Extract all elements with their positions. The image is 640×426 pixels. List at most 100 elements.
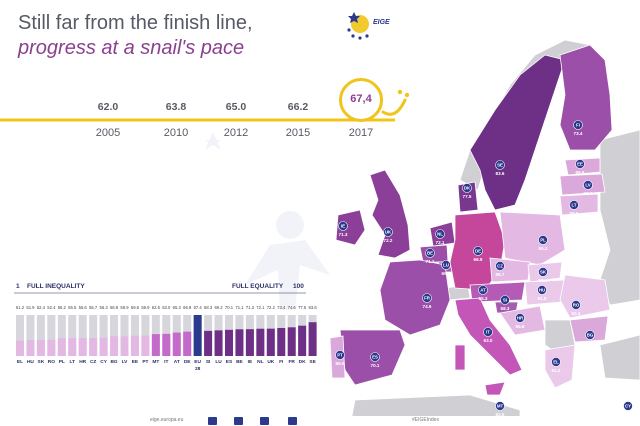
title-line-2: progress at a snail's pace xyxy=(18,37,245,59)
map-marker-fr xyxy=(422,293,432,303)
bar-track-pl xyxy=(57,315,66,356)
map-IE xyxy=(335,209,366,246)
bar-track-hr xyxy=(78,315,87,356)
map-value-it: 63.0 xyxy=(484,338,493,343)
map-code-dk: DK xyxy=(464,186,471,191)
bar-track-bg xyxy=(110,315,119,356)
bar-code-ro: RO xyxy=(47,360,55,365)
map-value-fr: 74.6 xyxy=(423,304,432,309)
map-code-es: ES xyxy=(372,355,378,360)
facebook-icon[interactable] xyxy=(208,417,217,425)
bar-value-bg: 58.8 xyxy=(109,305,119,310)
map-marker-it xyxy=(483,327,493,337)
eu-stars-icon xyxy=(347,12,369,40)
bar-value-cz: 55.7 xyxy=(89,305,98,310)
map-marker-nl xyxy=(435,229,445,239)
map-value-si: 68.3 xyxy=(501,306,510,311)
bar-value-lv: 58.9 xyxy=(120,305,129,310)
map-value-hu: 51.9 xyxy=(538,296,547,301)
bar-value-mt: 62.5 xyxy=(151,305,160,310)
map-marker-sk xyxy=(538,267,548,277)
twitter-icon[interactable] xyxy=(234,417,243,425)
bar-pl xyxy=(57,338,66,356)
map-value-se: 83.6 xyxy=(496,171,505,176)
bar-track-sk xyxy=(36,315,45,356)
map-marker-uk xyxy=(383,227,393,237)
map-value-fi: 73.4 xyxy=(574,131,583,136)
map-value-pt: 59.9 xyxy=(336,361,345,366)
eige-logo xyxy=(347,12,369,40)
logo-text: EIGE xyxy=(373,19,390,26)
map-value-ro: 52.4 xyxy=(572,311,581,316)
timeline xyxy=(0,89,410,122)
map-value-nl: 72.1 xyxy=(436,240,445,245)
bar-ee xyxy=(130,335,139,356)
map-marker-si xyxy=(500,295,510,305)
bar-value-uk: 72.2 xyxy=(266,305,275,310)
bar-code-sk: SK xyxy=(37,360,45,365)
bar-value-fi: 73.4 xyxy=(277,305,286,310)
map-code-uk: UK xyxy=(385,230,392,235)
bar-value-sk: 52.4 xyxy=(36,305,45,310)
bar-value-at: 65.3 xyxy=(172,305,181,310)
bar-code-ee: EE xyxy=(131,360,139,365)
map-code-de: DE xyxy=(475,249,481,254)
bar-code-el: EL xyxy=(16,360,24,365)
map-code-mt: MT xyxy=(497,404,504,409)
bar-si xyxy=(204,330,213,356)
bar-code-cy: CY xyxy=(100,360,107,365)
map-marker-lt xyxy=(569,200,579,210)
map-marker-be xyxy=(425,248,435,258)
map-value-at: 65.3 xyxy=(479,296,488,301)
bar-value-ee: 59.8 xyxy=(130,305,140,310)
map-marker-pt xyxy=(335,350,345,360)
timeline-value-2005: 62.0 xyxy=(97,101,119,113)
map-code-fr: FR xyxy=(424,296,431,301)
map-code-lv: LV xyxy=(585,183,590,188)
bar-code-de: DE xyxy=(183,360,191,365)
map-marker-lu xyxy=(441,260,451,270)
map-LV xyxy=(559,173,606,196)
map-value-lv: 58.9 xyxy=(584,191,593,196)
bar-value-dk: 77.5 xyxy=(298,305,307,310)
map-code-cy: CY xyxy=(625,404,631,409)
map-code-hu: HU xyxy=(539,288,545,293)
footer-link[interactable]: eige.europa.eu xyxy=(150,417,184,423)
map-marker-ee xyxy=(575,159,585,169)
bar-code-hu: HU xyxy=(26,360,34,365)
bar-nl xyxy=(256,328,265,356)
map-code-lt: LT xyxy=(571,203,576,208)
bar-value-hr: 55.6 xyxy=(78,305,87,310)
map-code-lu: LU xyxy=(443,263,449,268)
scale-min-number: 1 xyxy=(16,283,20,290)
bar-value-nl: 72.1 xyxy=(256,305,265,310)
linkedin-icon[interactable] xyxy=(288,417,297,425)
bar-uk xyxy=(266,328,275,356)
bar-hr xyxy=(78,338,87,356)
map-marker-ro xyxy=(571,300,581,310)
map-marker-cz xyxy=(495,261,505,271)
map-marker-dk xyxy=(462,183,472,193)
bar-code-lt: LT xyxy=(69,360,75,365)
map-marker-at xyxy=(478,285,488,295)
map-value-mt: 62.5 xyxy=(496,412,505,417)
bar-sub-eu: 28 xyxy=(194,367,201,372)
bar-value-hu: 51.9 xyxy=(26,305,35,310)
map-code-it: IT xyxy=(486,330,490,335)
bar-code-lu: LU xyxy=(215,360,222,365)
map-marker-es xyxy=(370,352,380,362)
youtube-icon[interactable] xyxy=(260,417,269,425)
map-marker-cy xyxy=(623,401,633,411)
map-value-be: 71.1 xyxy=(426,259,435,264)
map-code-fi: FI xyxy=(576,123,580,128)
bar-code-nl: NL xyxy=(257,360,264,365)
map-code-ee: EE xyxy=(577,162,583,167)
bar-value-lt: 55.5 xyxy=(68,305,77,310)
map-value-uk: 72.2 xyxy=(384,238,393,243)
bar-code-bg: BG xyxy=(110,360,118,365)
timeline-year-2010: 2010 xyxy=(163,127,189,139)
bar-dk xyxy=(298,325,307,356)
bar-lt xyxy=(68,338,77,356)
bar-value-es: 70.1 xyxy=(224,305,234,310)
timeline-latest-year: 2017 xyxy=(348,127,374,139)
